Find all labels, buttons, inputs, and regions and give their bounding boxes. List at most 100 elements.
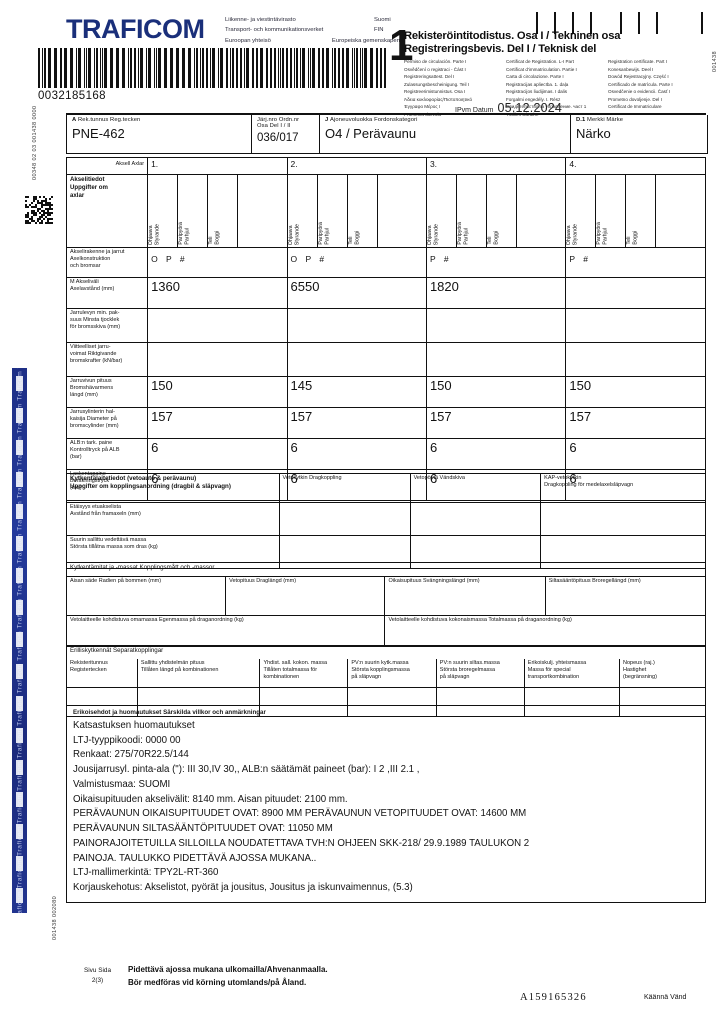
axle-subheader-spacer bbox=[237, 174, 288, 248]
barcode-bar bbox=[240, 48, 242, 88]
field-label-d1: Merkki Märke bbox=[587, 117, 624, 123]
datamatrix-module bbox=[49, 218, 51, 220]
barcode-bar bbox=[70, 48, 73, 88]
barcode-bar bbox=[364, 48, 367, 88]
barcode-bar bbox=[352, 48, 353, 88]
barcode-bar bbox=[110, 48, 113, 88]
barcode-bar bbox=[156, 48, 157, 88]
axle-subheader-label: Paripyörä Parhjul bbox=[317, 222, 331, 245]
barcode-bar bbox=[338, 48, 340, 88]
barcode-bar bbox=[354, 48, 355, 88]
field-label-j: Ajoneuvoluokka Fordonskategori bbox=[330, 117, 418, 123]
datamatrix-module bbox=[41, 200, 43, 202]
special-condition-line: PAINORAJOITETUILLA SILLOILLA NOUDATETTAV… bbox=[73, 837, 530, 849]
datamatrix-module bbox=[47, 212, 49, 214]
title-translation-line: Forgalmi engedély. I. Rész bbox=[506, 96, 561, 102]
page-value: 2(3) bbox=[91, 976, 104, 984]
security-strip-dash bbox=[16, 408, 23, 423]
tick-mark bbox=[554, 12, 556, 34]
separate-value-cell bbox=[347, 687, 437, 717]
dimensions-field: Aisan säde Radien på bommen (mm) bbox=[65, 576, 227, 616]
dimensions-title-row: Kytkentämitat ja -massat Kopplingsmått o… bbox=[66, 562, 706, 577]
axle-row-label: Jarrulevyn min. pak- suus Minsta tjockle… bbox=[65, 308, 149, 343]
barcode-bar bbox=[96, 48, 98, 88]
axle-row-value: P # bbox=[565, 247, 706, 278]
axle-number: 3. bbox=[425, 157, 567, 175]
traficom-logo: TRAFICOM bbox=[66, 14, 205, 44]
datamatrix-module bbox=[43, 214, 45, 216]
title-translation-line: Свидетельство за управление. част 1 bbox=[506, 104, 587, 110]
barcode-bar bbox=[290, 48, 292, 88]
datamatrix-module bbox=[33, 206, 35, 208]
datamatrix-module bbox=[31, 210, 33, 212]
barcode-bar bbox=[342, 48, 344, 88]
dimensions-section-title: Kytkentämitat ja -massat Kopplingsmått o… bbox=[66, 562, 706, 577]
barcode-bar bbox=[356, 48, 358, 88]
axle-row-value: 6 bbox=[565, 438, 706, 470]
dimensions-mass-field: Vetolaitteelle kohdistuva omamassa Egenm… bbox=[65, 615, 386, 647]
field-label-a: Rek.tunnus Reg.tecken bbox=[78, 117, 141, 123]
barcode-bar bbox=[212, 48, 215, 88]
axle-row-value: 157 bbox=[286, 407, 427, 439]
title-fi: Rekisteröintitodistus. Osa I / Tekninen … bbox=[404, 30, 621, 42]
axle-subheader-spacer bbox=[515, 174, 567, 248]
datamatrix-module bbox=[51, 218, 53, 220]
dimensions-field: Vetopituus Draglängd (mm) bbox=[225, 576, 386, 616]
title-translation-line: Άδεια κυκλοφορίας/Πιστοποιητικό bbox=[404, 96, 473, 102]
axle-number: 2. bbox=[286, 157, 427, 175]
tick-mark bbox=[656, 12, 658, 34]
datamatrix-module bbox=[47, 218, 49, 220]
separate-value-cell bbox=[619, 687, 706, 717]
datamatrix-module bbox=[45, 208, 47, 210]
datamatrix-module bbox=[39, 216, 41, 218]
axle-subheader-cell: Ohjaava Styrande bbox=[286, 174, 318, 248]
special-condition-line: Renkaat: 275/70R22.5/144 bbox=[73, 749, 189, 761]
axle-number: 4. bbox=[565, 157, 706, 175]
security-strip-dash bbox=[16, 504, 23, 519]
barcode-bar bbox=[220, 48, 223, 88]
special-condition-line: Oikaisupituuden akselivälit: 8140 mm. Ai… bbox=[73, 793, 348, 805]
barcode-bar bbox=[60, 48, 62, 88]
tick-mark bbox=[638, 12, 640, 34]
datamatrix-module bbox=[51, 196, 53, 198]
title-translations: Permiso de circulación. Parte I Osvědčení… bbox=[404, 58, 706, 118]
document-id: A159165326 bbox=[520, 992, 587, 1003]
barcode-bar bbox=[78, 48, 81, 88]
datamatrix-module bbox=[27, 216, 29, 218]
datamatrix-module bbox=[33, 214, 35, 216]
datamatrix-module bbox=[35, 206, 37, 208]
right-margin-code: 001438 bbox=[712, 50, 718, 72]
barcode-bar bbox=[286, 48, 288, 88]
barcode-bar bbox=[300, 48, 301, 88]
datamatrix-module bbox=[35, 204, 37, 206]
datamatrix-module bbox=[33, 220, 35, 222]
barcode-bar bbox=[94, 48, 95, 88]
barcode-bar bbox=[200, 48, 201, 88]
security-strip-dash bbox=[16, 760, 23, 775]
axle-row-value: 157 bbox=[425, 407, 567, 439]
datamatrix-module bbox=[27, 214, 29, 216]
datamatrix-module bbox=[39, 212, 41, 214]
axle-subheader-cell: Paripyörä Parhjul bbox=[316, 174, 348, 248]
barcode-bar bbox=[270, 48, 272, 88]
datamatrix-module bbox=[47, 222, 49, 224]
title-translation-line: Konesanbewijs. Deel I bbox=[608, 66, 654, 72]
datamatrix-module bbox=[31, 206, 33, 208]
barcode-bar bbox=[138, 48, 139, 88]
carry-notice: Pidettävä ajossa mukana ulkomailla/Ahven… bbox=[128, 964, 328, 990]
axle-row-value: 157 bbox=[565, 407, 706, 439]
datamatrix-module bbox=[47, 214, 49, 216]
axle-data-row: Jarruvivun pituus Bromshävarmens längd (… bbox=[65, 376, 706, 408]
datamatrix-module bbox=[25, 196, 27, 198]
page-label: Sivu Sida bbox=[84, 967, 111, 974]
barcode-bar bbox=[176, 48, 179, 88]
coupling-header-row: Kytkentälaitetiedot (vetoauto & perävaun… bbox=[66, 473, 706, 503]
authority-line: Liikenne- ja viestintävirasto Suomi bbox=[225, 17, 391, 23]
security-strip-dash bbox=[16, 376, 23, 391]
axle-row-value: 150 bbox=[147, 376, 288, 408]
title-translation-line: Certificat de Immatriculare bbox=[608, 104, 662, 110]
barcode-bar bbox=[128, 48, 129, 88]
datamatrix-module bbox=[31, 202, 33, 204]
barcode-bar bbox=[54, 48, 57, 88]
